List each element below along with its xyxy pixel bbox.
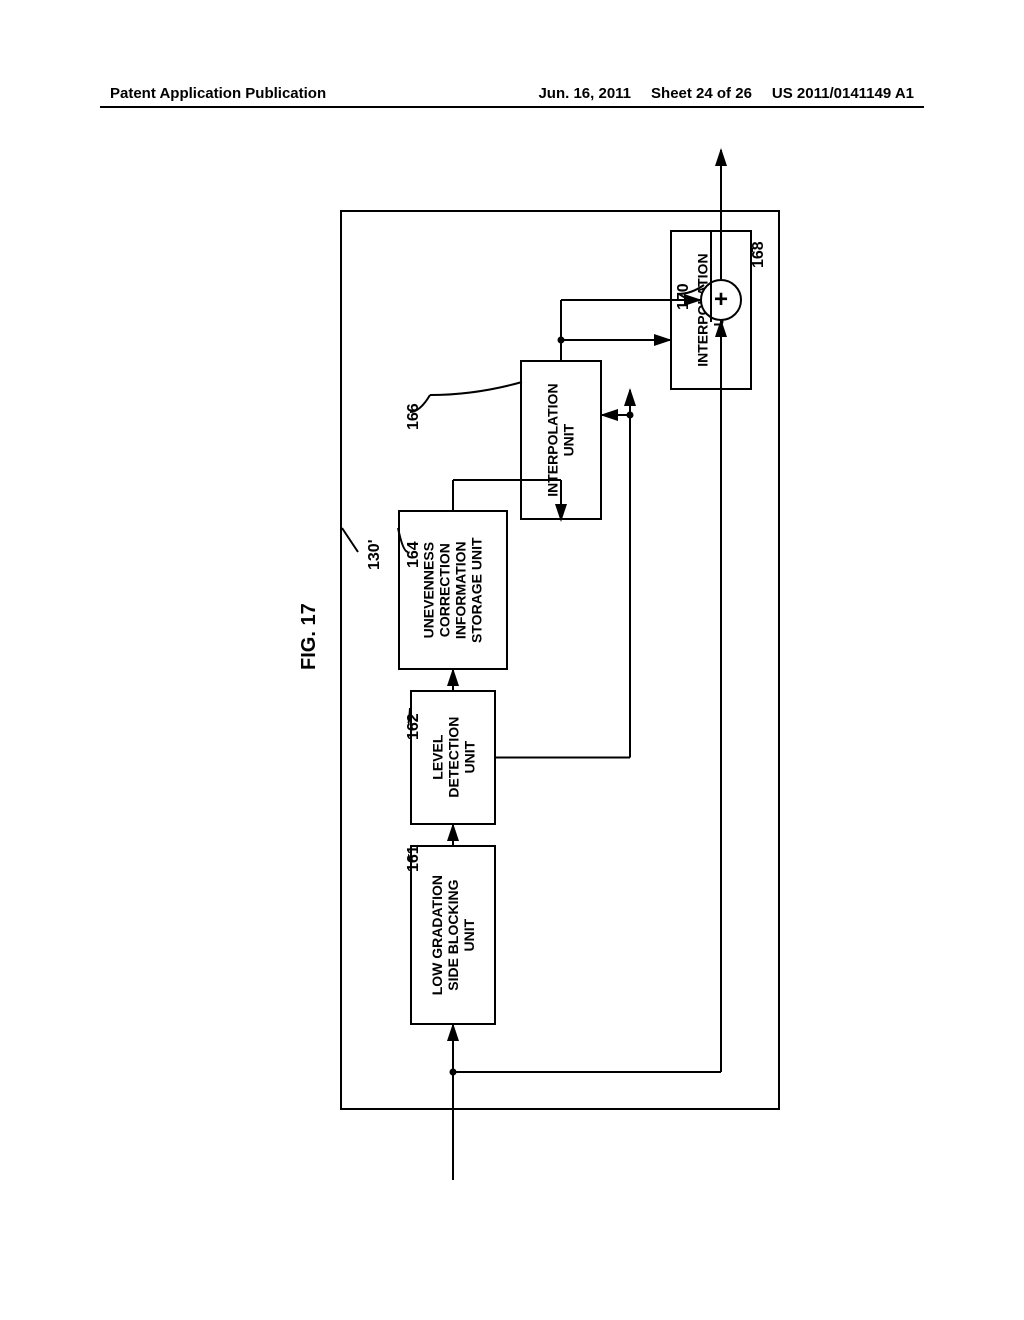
summer-label: 170 — [675, 283, 693, 310]
block-label-b168: 168 — [750, 241, 768, 268]
header-sheet: Sheet 24 of 26 — [651, 85, 752, 102]
block-label-b162: 162 — [405, 713, 423, 740]
block-label-b164: 164 — [405, 541, 423, 568]
block-label-b161: 161 — [405, 845, 423, 872]
block-b164: UNEVENNESSCORRECTIONINFORMATIONSTORAGE U… — [398, 510, 508, 670]
figure-title: FIG. 17 — [298, 603, 321, 670]
block-b162: LEVELDETECTIONUNIT — [410, 690, 496, 825]
page-header: Patent Application Publication Jun. 16, … — [0, 85, 1024, 102]
block-text-b162: LEVELDETECTIONUNIT — [429, 717, 477, 798]
header-rule — [100, 106, 924, 108]
header-pubno: US 2011/0141149 A1 — [772, 85, 914, 102]
block-label-b166: 166 — [405, 403, 423, 430]
outer-box-label: 130' — [366, 540, 384, 571]
block-b166: INTERPOLATIONUNIT — [520, 360, 602, 520]
header-right: Jun. 16, 2011 Sheet 24 of 26 US 2011/014… — [538, 85, 914, 102]
block-text-b166: INTERPOLATIONUNIT — [545, 383, 577, 496]
block-text-b164: UNEVENNESSCORRECTIONINFORMATIONSTORAGE U… — [421, 537, 485, 643]
summer: + — [700, 279, 742, 321]
block-b161: LOW GRADATIONSIDE BLOCKINGUNIT — [410, 845, 496, 1025]
block-text-b161: LOW GRADATIONSIDE BLOCKINGUNIT — [429, 875, 477, 995]
header-date: Jun. 16, 2011 — [538, 85, 631, 102]
header-left: Patent Application Publication — [110, 85, 326, 102]
